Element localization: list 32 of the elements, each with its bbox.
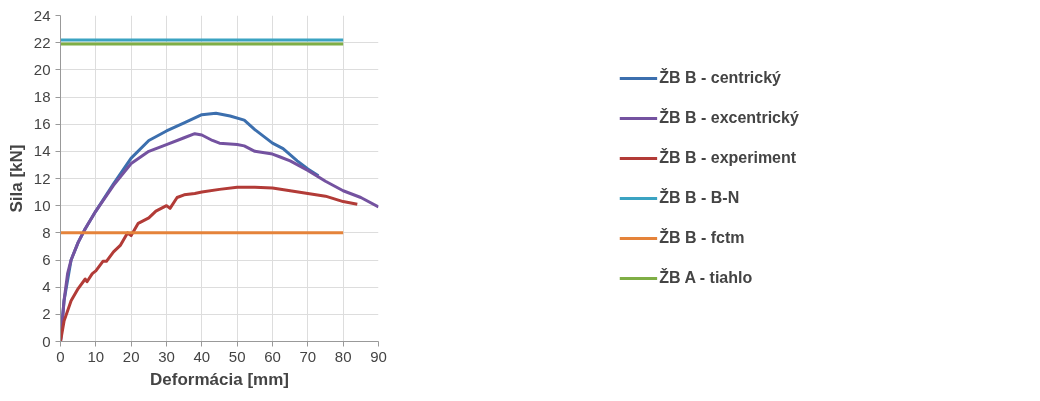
x-axis-title: Deformácia [mm] (150, 369, 289, 389)
y-tick-label: 4 (42, 278, 51, 296)
y-tick-label: 10 (33, 196, 51, 214)
y-tick-label: 12 (33, 169, 51, 187)
line-series (60, 185, 359, 342)
legend-label: ŽB B - experiment (659, 149, 797, 167)
legend-label: ŽB B - fctm (659, 229, 745, 247)
x-tick-label: 50 (228, 347, 246, 365)
x-tick-label: 30 (158, 347, 175, 365)
legend-label: ŽB B - B-N (659, 189, 740, 207)
y-tick-label: 2 (42, 305, 51, 323)
x-tick-label: 80 (334, 347, 352, 365)
y-tick-label: 14 (33, 142, 51, 160)
x-tick-label: 90 (370, 347, 387, 365)
x-tick-label: 60 (264, 347, 281, 365)
y-tick-label: 20 (33, 60, 51, 78)
legend-label: ŽB B - excentrický (659, 109, 799, 127)
y-tick-label: 16 (33, 115, 51, 133)
y-tick-label: 6 (42, 251, 51, 268)
x-tick-label: 70 (299, 347, 317, 365)
y-tick-label: 24 (33, 6, 51, 24)
y-tick-label: 18 (33, 88, 51, 105)
legend-label: ŽB B - centrický (659, 69, 782, 87)
y-axis-title: Sila [kN] (6, 144, 26, 213)
y-tick-label: 22 (33, 33, 51, 51)
x-tick-label: 0 (56, 347, 65, 365)
y-tick-label: 8 (42, 223, 51, 241)
x-tick-label: 10 (87, 347, 105, 365)
x-tick-label: 40 (193, 347, 211, 365)
x-tick-label: 20 (122, 347, 140, 365)
y-tick-label: 0 (42, 332, 51, 350)
legend-label: ŽB A - tiahlo (659, 269, 753, 287)
